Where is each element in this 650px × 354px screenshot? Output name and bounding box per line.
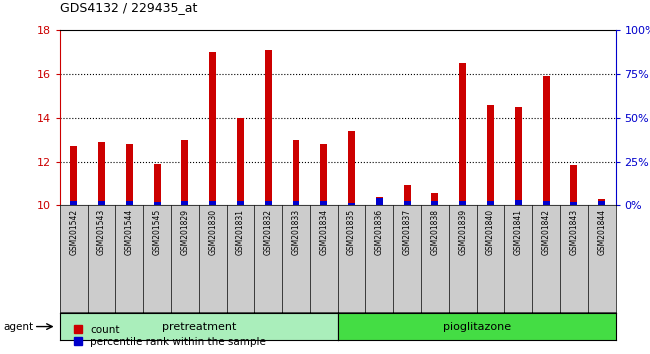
Bar: [460, 201, 466, 205]
Legend: count, percentile rank within the sample: count, percentile rank within the sample: [72, 322, 268, 349]
Bar: [265, 50, 272, 205]
Bar: [348, 131, 355, 205]
Bar: [487, 104, 494, 205]
Bar: [460, 63, 466, 205]
Text: GSM201545: GSM201545: [153, 209, 162, 255]
Text: GSM201839: GSM201839: [458, 209, 467, 255]
Bar: [209, 52, 216, 205]
Text: GSM201836: GSM201836: [375, 209, 384, 255]
Bar: [320, 144, 327, 205]
Bar: [432, 193, 438, 205]
Text: GSM201543: GSM201543: [97, 209, 106, 255]
Bar: [70, 146, 77, 205]
Text: GSM201830: GSM201830: [208, 209, 217, 255]
Text: agent: agent: [3, 321, 33, 332]
Bar: [404, 200, 411, 205]
Bar: [153, 201, 161, 205]
Text: GSM201544: GSM201544: [125, 209, 134, 255]
Text: GSM201829: GSM201829: [180, 209, 189, 255]
Text: GSM201837: GSM201837: [402, 209, 411, 255]
Bar: [404, 184, 411, 205]
Text: GSM201834: GSM201834: [319, 209, 328, 255]
Bar: [571, 201, 577, 205]
Bar: [98, 201, 105, 205]
Bar: [265, 201, 272, 205]
Bar: [126, 201, 133, 205]
Bar: [126, 144, 133, 205]
Bar: [598, 199, 605, 205]
Bar: [153, 164, 161, 205]
Text: GSM201542: GSM201542: [69, 209, 78, 255]
Text: pioglitazone: pioglitazone: [443, 321, 511, 332]
Bar: [571, 165, 577, 205]
Text: GSM201843: GSM201843: [569, 209, 578, 255]
Bar: [292, 201, 300, 205]
Text: GSM201832: GSM201832: [264, 209, 273, 255]
Bar: [181, 201, 188, 205]
Text: GDS4132 / 229435_at: GDS4132 / 229435_at: [60, 1, 197, 14]
Bar: [598, 200, 605, 205]
Bar: [320, 201, 327, 205]
Bar: [376, 198, 383, 205]
Text: GSM201831: GSM201831: [236, 209, 245, 255]
Text: GSM201838: GSM201838: [430, 209, 439, 255]
Text: GSM201833: GSM201833: [291, 209, 300, 255]
Bar: [181, 139, 188, 205]
Text: GSM201841: GSM201841: [514, 209, 523, 255]
Text: pretreatment: pretreatment: [162, 321, 236, 332]
Bar: [487, 201, 494, 205]
Bar: [432, 201, 438, 205]
Text: GSM201835: GSM201835: [347, 209, 356, 255]
Bar: [237, 201, 244, 205]
Text: GSM201842: GSM201842: [541, 209, 551, 255]
Bar: [237, 118, 244, 205]
Bar: [292, 139, 300, 205]
Bar: [70, 201, 77, 205]
Bar: [515, 200, 522, 205]
Bar: [348, 203, 355, 205]
Bar: [543, 201, 549, 205]
Bar: [543, 76, 549, 205]
Text: GSM201840: GSM201840: [486, 209, 495, 255]
Bar: [376, 196, 383, 205]
Bar: [98, 142, 105, 205]
Bar: [209, 201, 216, 205]
Text: GSM201844: GSM201844: [597, 209, 606, 255]
Bar: [515, 107, 522, 205]
